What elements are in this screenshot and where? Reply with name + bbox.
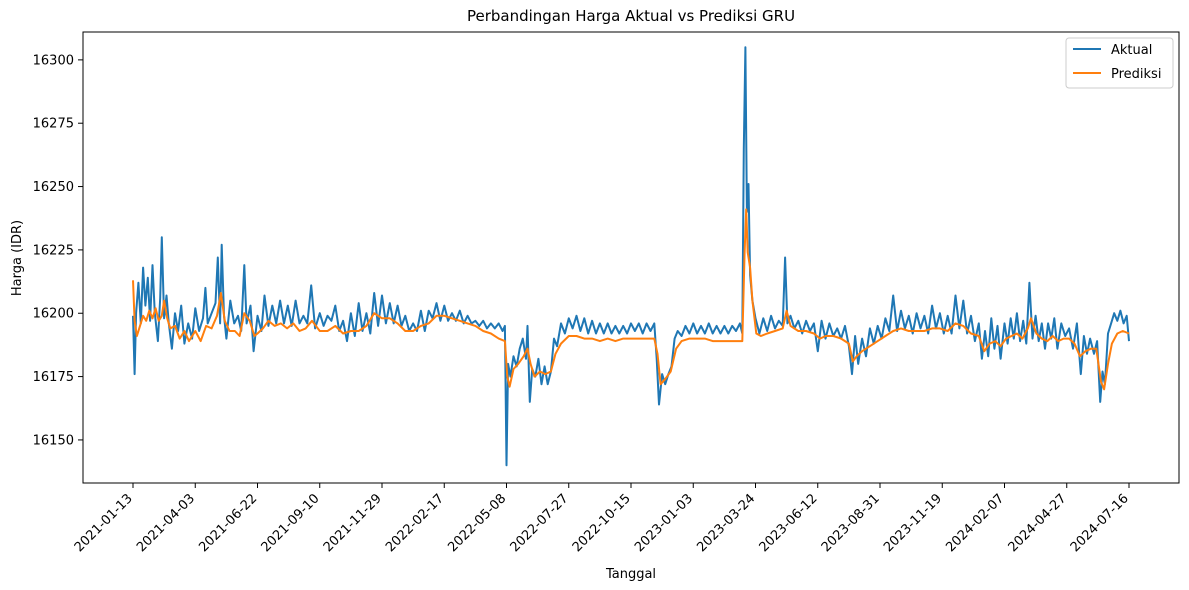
legend-label-aktual: Aktual — [1111, 43, 1152, 58]
legend: Aktual Prediksi — [1065, 37, 1174, 89]
x-tick-label: 2022-02-17 — [383, 491, 447, 555]
x-tick-label: 2021-06-22 — [196, 491, 260, 555]
legend-label-prediksi: Prediksi — [1111, 67, 1161, 82]
x-tick-label: 2021-09-10 — [259, 491, 323, 555]
y-axis-ticks: 16150 16175 16200 16225 16250 16275 16300 — [33, 53, 83, 448]
x-tick-label: 2021-04-03 — [134, 491, 198, 555]
y-tick-label: 16250 — [33, 180, 74, 195]
x-tick-label: 2022-07-27 — [508, 491, 572, 555]
x-axis-label: Tanggal — [605, 567, 656, 582]
x-tick-label: 2021-11-29 — [321, 491, 385, 555]
y-tick-label: 16300 — [33, 53, 74, 68]
series-line-aktual — [132, 46, 1130, 467]
legend-box — [1065, 37, 1174, 89]
x-axis-ticks: 2021-01-132021-04-032021-06-222021-09-10… — [72, 483, 1132, 555]
plot-frame — [82, 31, 1180, 484]
x-tick-label: 2023-01-03 — [632, 491, 696, 555]
series-line-prediksi — [132, 208, 1130, 391]
y-tick-label: 16225 — [33, 243, 74, 258]
x-tick-label: 2024-04-27 — [1006, 491, 1070, 555]
y-axis-label: Harga (IDR) — [10, 220, 25, 296]
series-layer — [132, 46, 1130, 467]
x-tick-label: 2023-03-24 — [694, 491, 758, 555]
chart-title: Perbandingan Harga Aktual vs Prediksi GR… — [467, 7, 795, 25]
x-tick-label: 2022-05-08 — [445, 491, 509, 555]
x-tick-label: 2023-08-31 — [819, 491, 883, 555]
x-tick-label: 2024-07-16 — [1068, 491, 1132, 555]
x-tick-label: 2022-10-15 — [570, 491, 634, 555]
x-tick-label: 2024-02-07 — [943, 491, 1007, 555]
y-tick-label: 16175 — [33, 370, 74, 385]
y-tick-label: 16275 — [33, 117, 74, 132]
y-tick-label: 16200 — [33, 307, 74, 322]
x-tick-label: 2023-11-19 — [881, 491, 945, 555]
x-tick-label: 2023-06-12 — [757, 491, 821, 555]
x-tick-label: 2021-01-13 — [72, 491, 136, 555]
y-tick-label: 16150 — [33, 433, 74, 448]
